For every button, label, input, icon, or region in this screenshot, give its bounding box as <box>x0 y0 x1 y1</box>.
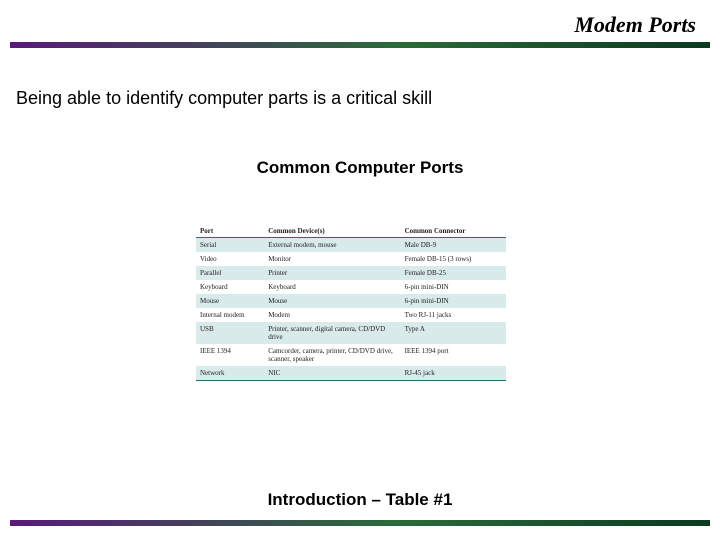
table-cell: Male DB-9 <box>401 238 506 253</box>
table-cell: Internal modem <box>196 308 264 322</box>
table-cell: External modem, mouse <box>264 238 400 253</box>
footer-label: Introduction – Table #1 <box>0 490 720 510</box>
table-row: KeyboardKeyboard6-pin mini-DIN <box>196 280 506 294</box>
table-row: NetworkNICRJ-45 jack <box>196 366 506 381</box>
table-cell: Printer, scanner, digital camera, CD/DVD… <box>264 322 400 344</box>
table-cell: 6-pin mini-DIN <box>401 280 506 294</box>
table-cell: RJ-45 jack <box>401 366 506 381</box>
table-row: USBPrinter, scanner, digital camera, CD/… <box>196 322 506 344</box>
table-cell: Printer <box>264 266 400 280</box>
table-cell: Female DB-25 <box>401 266 506 280</box>
table-cell: NIC <box>264 366 400 381</box>
divider-bottom <box>10 520 710 526</box>
table-cell: Video <box>196 252 264 266</box>
table-row: VideoMonitorFemale DB-15 (3 rows) <box>196 252 506 266</box>
table-row: IEEE 1394Camcorder, camera, printer, CD/… <box>196 344 506 366</box>
table-cell: Monitor <box>264 252 400 266</box>
divider-top <box>10 42 710 48</box>
table-cell: Keyboard <box>196 280 264 294</box>
table-row: SerialExternal modem, mouseMale DB-9 <box>196 238 506 253</box>
slide-title: Modem Ports <box>574 12 696 38</box>
table-heading: Common Computer Ports <box>0 158 720 178</box>
table-cell: IEEE 1394 port <box>401 344 506 366</box>
table-cell: Two RJ-11 jacks <box>401 308 506 322</box>
col-header-connector: Common Connector <box>401 224 506 238</box>
ports-table-container: Port Common Device(s) Common Connector S… <box>196 224 506 381</box>
table-cell: 6-pin mini-DIN <box>401 294 506 308</box>
table-cell: Type A <box>401 322 506 344</box>
table-cell: Parallel <box>196 266 264 280</box>
col-header-port: Port <box>196 224 264 238</box>
table-cell: Mouse <box>264 294 400 308</box>
ports-table: Port Common Device(s) Common Connector S… <box>196 224 506 381</box>
table-cell: Modem <box>264 308 400 322</box>
table-cell: IEEE 1394 <box>196 344 264 366</box>
col-header-devices: Common Device(s) <box>264 224 400 238</box>
table-cell: Keyboard <box>264 280 400 294</box>
table-header-row: Port Common Device(s) Common Connector <box>196 224 506 238</box>
table-row: ParallelPrinterFemale DB-25 <box>196 266 506 280</box>
table-cell: Female DB-15 (3 rows) <box>401 252 506 266</box>
table-cell: Mouse <box>196 294 264 308</box>
table-cell: Camcorder, camera, printer, CD/DVD drive… <box>264 344 400 366</box>
table-row: MouseMouse6-pin mini-DIN <box>196 294 506 308</box>
table-row: Internal modemModemTwo RJ-11 jacks <box>196 308 506 322</box>
table-cell: Network <box>196 366 264 381</box>
table-cell: Serial <box>196 238 264 253</box>
body-text: Being able to identify computer parts is… <box>16 88 432 109</box>
table-cell: USB <box>196 322 264 344</box>
